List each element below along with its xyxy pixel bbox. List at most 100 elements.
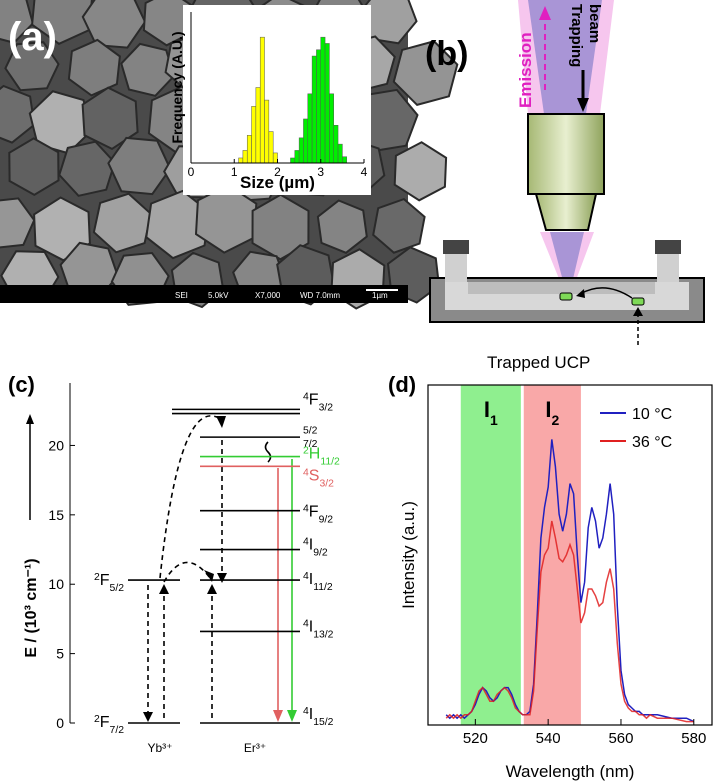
crystal	[120, 42, 176, 97]
ion-label: Yb³⁺	[147, 741, 172, 755]
arrow-head	[207, 584, 217, 594]
panel-label: (d)	[388, 372, 416, 397]
histogram-bar	[303, 118, 309, 164]
arrow-head	[287, 710, 297, 722]
histogram-bar	[264, 99, 270, 164]
level-label: 4F9/2	[303, 503, 333, 525]
beam-label: beam	[586, 4, 603, 43]
bands	[460, 385, 581, 725]
histogram-bar	[337, 143, 343, 164]
post	[657, 250, 679, 282]
label-main: F	[309, 504, 319, 521]
level-label: 4I9/2	[303, 536, 328, 558]
y-tick-label: 15	[48, 507, 64, 523]
trapping-setup	[429, 0, 705, 345]
arrow-head	[159, 584, 169, 594]
label-sub: 9/2	[319, 514, 334, 525]
histogram-bar	[290, 157, 296, 164]
y-tick-label: 20	[48, 437, 64, 453]
crystal	[393, 141, 448, 202]
label-sub: 7/2	[303, 439, 318, 450]
crystal	[31, 0, 93, 45]
label-sup: 4	[303, 618, 309, 629]
post-cap	[443, 240, 469, 254]
particle-label: Trapped UCP	[487, 353, 590, 372]
band-main: I	[545, 397, 551, 422]
sem-info: SEI	[175, 291, 188, 300]
legend-label: 10 °C	[632, 406, 672, 423]
label-main: I	[309, 571, 313, 588]
level-label: 4S3/2	[303, 467, 334, 489]
panel-label: (a)	[8, 15, 57, 59]
particle	[631, 297, 645, 306]
histogram-bar	[333, 125, 339, 164]
label-sub: 3/2	[319, 402, 334, 413]
band-label: I1	[484, 397, 498, 428]
histogram-bar	[246, 135, 252, 164]
crystal	[4, 41, 60, 92]
band-main: I	[484, 397, 490, 422]
y-axis-label: Intensity (a.u.)	[399, 501, 418, 609]
label-main: I	[309, 537, 313, 554]
legend-label: 36 °C	[632, 434, 672, 451]
trapped-particle	[559, 292, 573, 301]
nonradiative	[264, 441, 272, 463]
histogram-bar	[298, 137, 304, 164]
histogram-bar	[316, 49, 321, 164]
level-label: 4I11/2	[303, 571, 333, 593]
label-sub: 7/2	[110, 725, 125, 736]
crystal	[0, 0, 35, 44]
post	[445, 250, 467, 282]
x-axis-label: Wavelength (nm)	[506, 762, 635, 781]
objective	[527, 113, 605, 195]
label-main: S	[309, 467, 320, 484]
sem-info: WD 7.0mm	[300, 291, 340, 300]
arrow-head	[217, 573, 227, 583]
label-main: I	[309, 618, 313, 635]
crystal	[0, 84, 36, 144]
transitions	[147, 415, 272, 718]
arrow-head	[204, 570, 214, 582]
label-sub: 5/2	[303, 425, 318, 436]
level-label: 4I15/2	[303, 706, 334, 728]
x-tick-label: 580	[681, 730, 706, 747]
y-axis-label: E / (10³ cm⁻¹)	[23, 558, 40, 657]
label-sup: 4	[303, 536, 309, 547]
plot-frame	[427, 384, 713, 726]
ion-label: Er³⁺	[244, 741, 266, 755]
histogram-bar	[238, 157, 244, 164]
label-sub: 9/2	[313, 547, 328, 558]
label-sup: 4	[303, 571, 309, 582]
label-sup: 2	[94, 714, 100, 725]
histogram-bar	[324, 43, 330, 164]
y-axis-label: Frequency (A.U.)	[169, 31, 185, 143]
x-tick-label: 560	[608, 730, 633, 747]
y-tick-label: 5	[56, 646, 64, 662]
label-sup: 4	[303, 503, 309, 514]
level-label: 2F7/2	[94, 714, 124, 736]
crystal	[81, 0, 147, 49]
label-sub: 11/2	[320, 456, 340, 467]
histogram-bar	[320, 36, 326, 164]
coverslip	[468, 282, 655, 294]
panel-label: (b)	[425, 35, 468, 73]
crystal	[316, 199, 368, 254]
scale-label: 1µm	[372, 291, 388, 300]
x-axis-label: Size (µm)	[240, 173, 315, 192]
arrow-head	[273, 710, 283, 722]
level-label: 7/2	[303, 439, 318, 450]
histogram-bar	[268, 131, 274, 164]
spectrum-line	[445, 520, 694, 723]
band-label: I2	[545, 397, 559, 428]
level-label: 4F3/2	[303, 391, 333, 413]
histogram-bar	[259, 36, 265, 164]
arrow-head	[577, 98, 589, 112]
x-tick-label: 3	[317, 165, 324, 179]
label-sub: 3/2	[319, 478, 334, 489]
label-sub: 5/2	[110, 583, 125, 594]
label-main: I	[309, 706, 313, 723]
histogram-bar	[329, 93, 334, 164]
arrow-head	[576, 289, 585, 298]
label-main: F	[100, 714, 110, 731]
arrow-head	[143, 712, 153, 722]
